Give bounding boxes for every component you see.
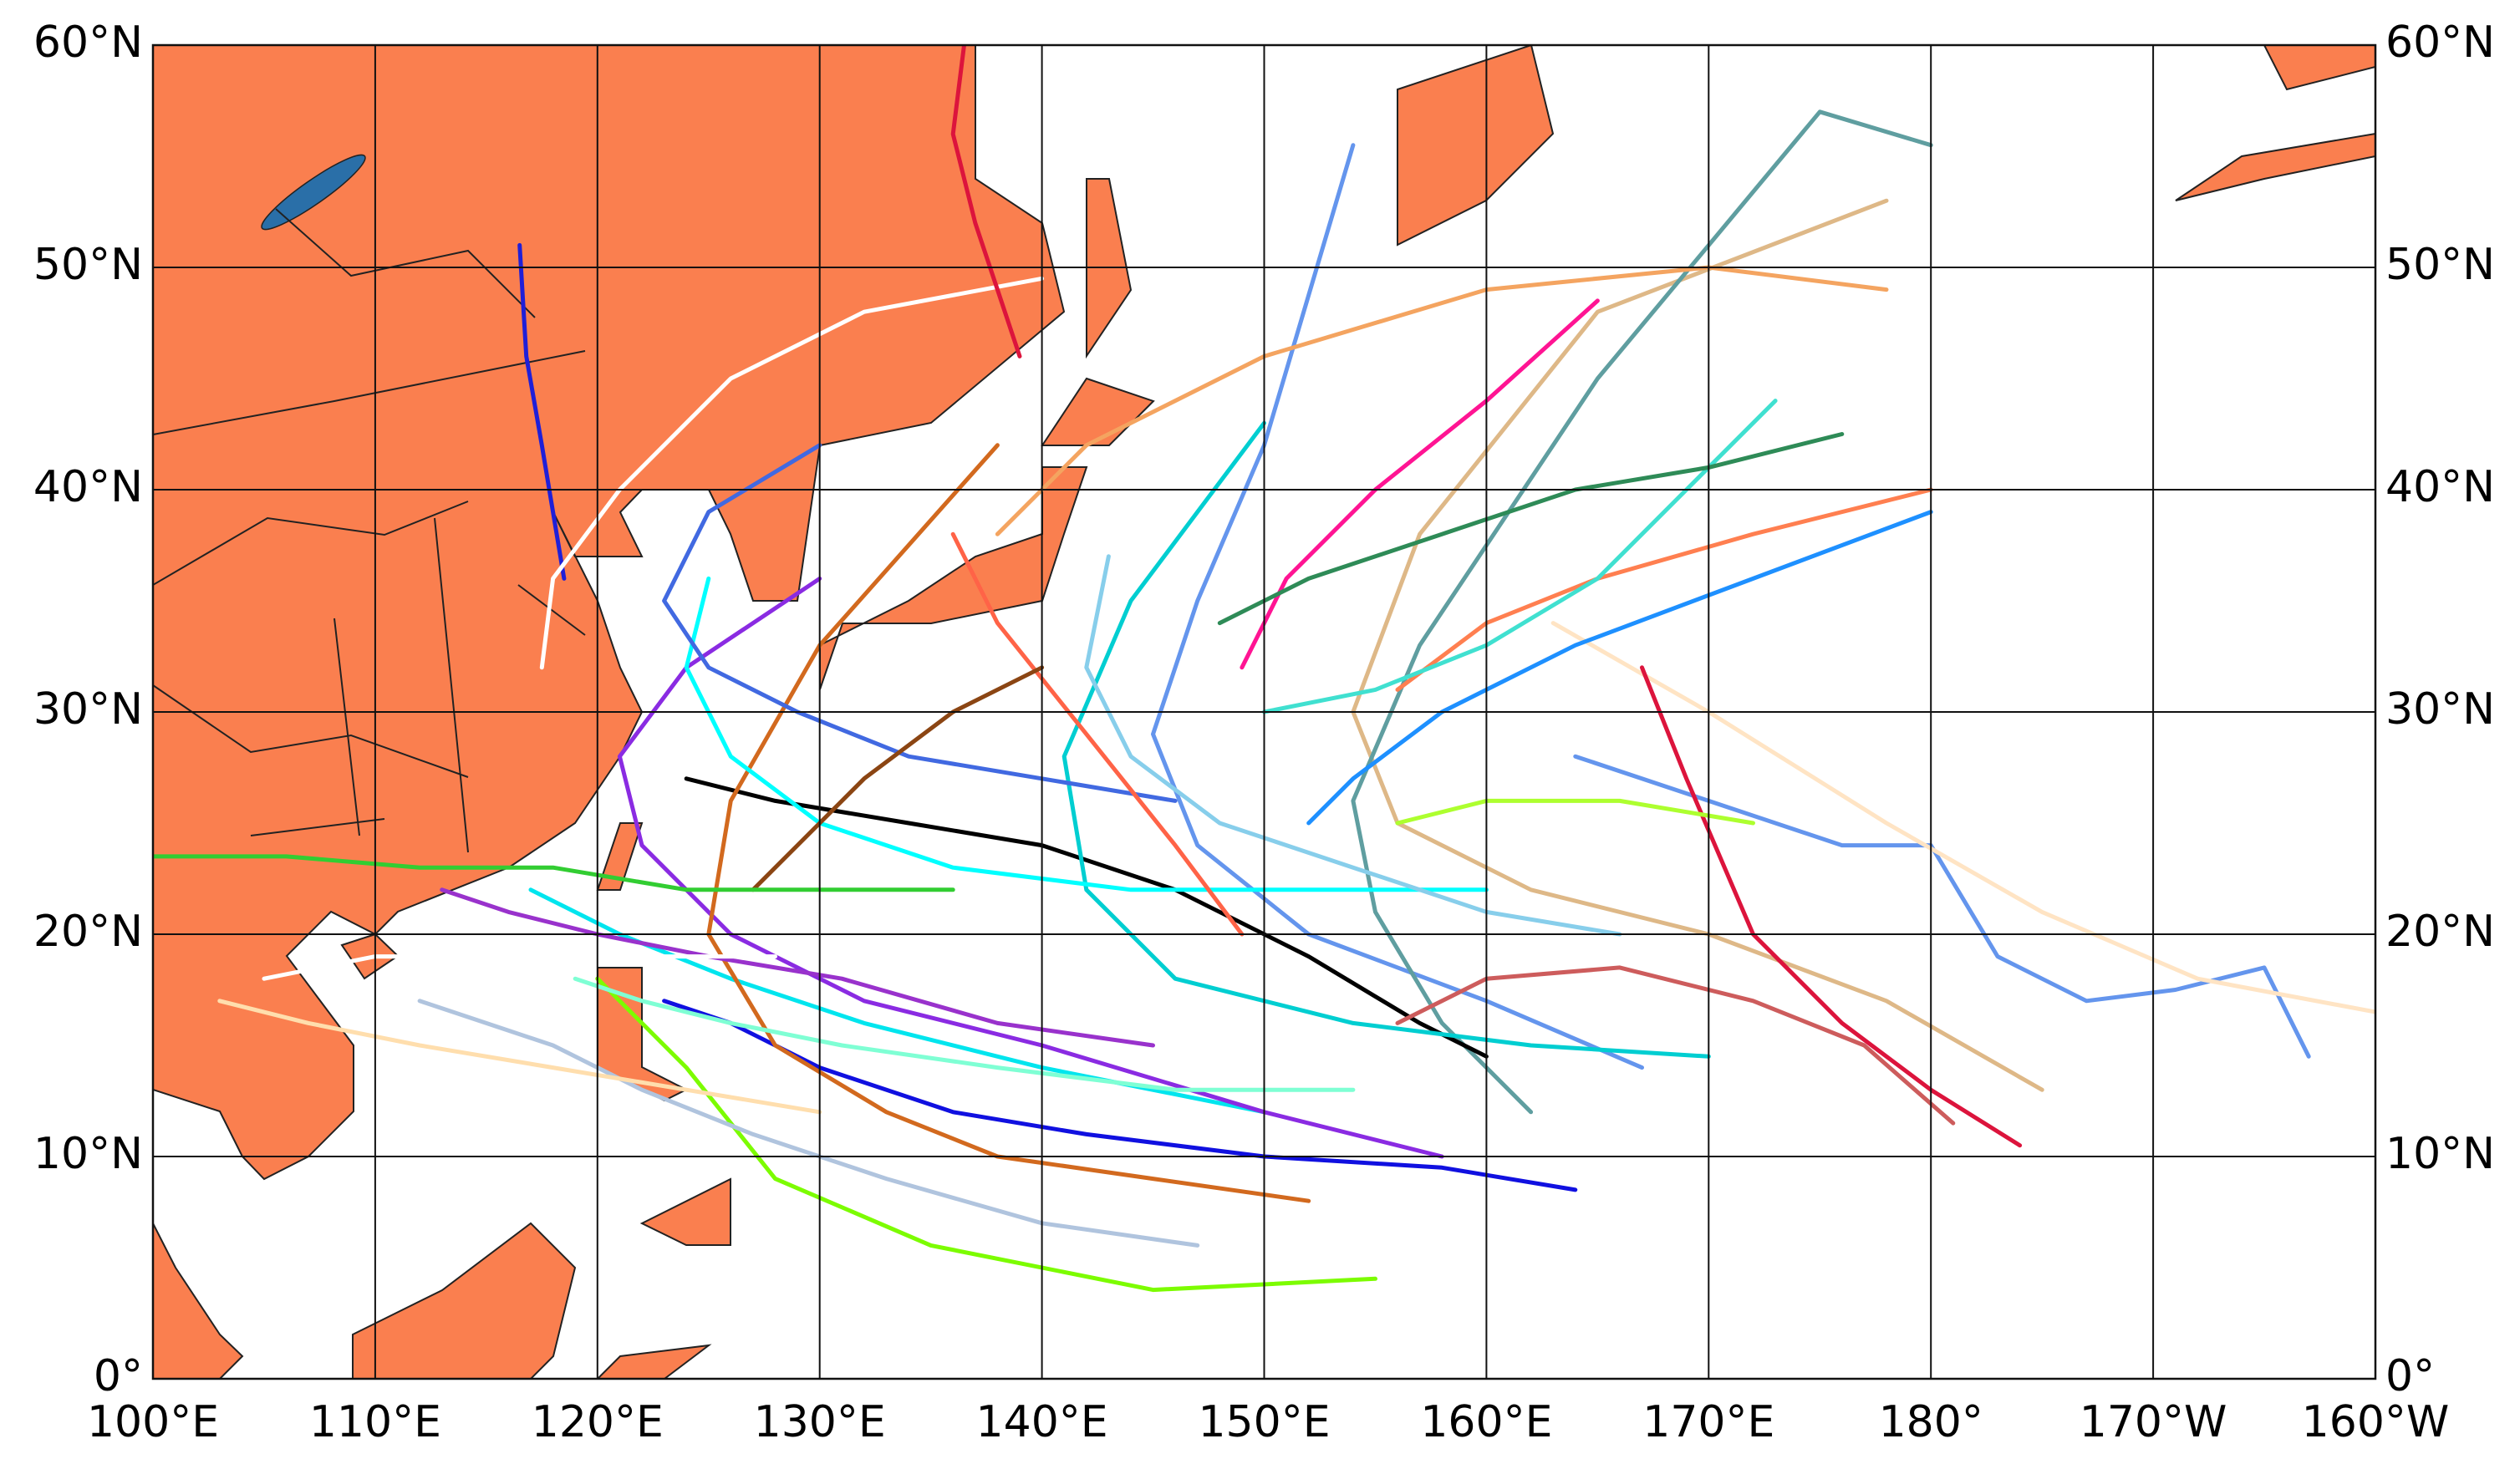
storm-track	[751, 665, 1045, 892]
y-tick-label-right: 30°N	[2385, 684, 2495, 735]
y-tick-label-right: 0°	[2385, 1351, 2435, 1401]
y-tick-label-right: 20°N	[2385, 907, 2495, 957]
storm-track	[417, 999, 1200, 1248]
storm-track	[1573, 754, 2311, 1059]
x-tick-label: 110°E	[309, 1397, 441, 1447]
malay-peninsula	[153, 1223, 244, 1379]
x-tick-label: 150°E	[1198, 1397, 1330, 1447]
borneo	[352, 1222, 577, 1379]
storm-track	[950, 45, 1022, 358]
storm-track	[517, 242, 567, 581]
storm-track	[684, 776, 1489, 1059]
x-tick-label: 160°E	[1420, 1397, 1552, 1447]
y-tick-label: 50°N	[33, 240, 143, 290]
taiwan	[596, 822, 644, 891]
frame	[151, 43, 2377, 1380]
x-tick-label: 170°W	[2080, 1397, 2227, 1447]
storm-track	[662, 443, 1178, 803]
y-tick-label: 60°N	[33, 18, 143, 68]
storm-track	[1640, 665, 2023, 1148]
aleutians	[2175, 132, 2375, 201]
storm-track	[539, 276, 1045, 670]
storm-track	[1550, 621, 2375, 1014]
japan	[819, 466, 1088, 690]
asia-mainland	[153, 45, 1066, 1181]
storm-track	[662, 999, 1578, 1192]
storm-track	[1351, 109, 1933, 1115]
storm-track	[1395, 487, 1933, 692]
x-tick-label: 170°E	[1642, 1397, 1774, 1447]
alaska	[2263, 45, 2375, 91]
x-tick-label: 120°E	[532, 1397, 664, 1447]
axes: 100°E 110°E 120°E 130°E 140°E 150°E 160°E 170°E…	[33, 18, 2495, 1447]
tracks	[153, 45, 2375, 1293]
y-tick-label: 20°N	[33, 907, 143, 957]
y-tick-label: 10°N	[33, 1129, 143, 1179]
storm-track	[1262, 399, 1778, 714]
storm-track	[262, 954, 777, 981]
x-tick-label: 160°W	[2302, 1397, 2450, 1447]
y-tick-label-right: 60°N	[2385, 18, 2495, 68]
y-tick-label-right: 10°N	[2385, 1129, 2495, 1179]
y-tick-label: 30°N	[33, 684, 143, 735]
lake-baikal	[261, 154, 366, 231]
y-tick-label-right: 50°N	[2385, 240, 2495, 290]
storm-track	[950, 531, 1245, 937]
storm-track	[1395, 798, 1755, 826]
admin-borders	[153, 208, 586, 853]
storm-track	[573, 976, 1356, 1092]
storm-track	[595, 976, 1377, 1293]
storm-track	[1306, 510, 1933, 826]
storm-track	[684, 576, 1489, 892]
kamchatka	[1397, 45, 1555, 247]
storm-track	[1395, 965, 1956, 1126]
x-tick-label: 180°	[1879, 1397, 1983, 1447]
x-tick-label: 140°E	[976, 1397, 1108, 1447]
storm-track	[217, 999, 822, 1115]
hokkaido	[1041, 377, 1155, 446]
x-tick-label: 130°E	[754, 1397, 886, 1447]
storm-track	[995, 265, 1889, 536]
x-tick-label: 100°E	[87, 1397, 219, 1447]
y-tick-label: 0°	[94, 1351, 143, 1401]
storm-track	[1151, 143, 1644, 1070]
sulawesi	[596, 1344, 712, 1379]
storm-track	[528, 887, 1266, 1115]
y-tick-label-right: 40°N	[2385, 462, 2495, 512]
y-tick-label: 40°N	[33, 462, 143, 512]
mindanao	[639, 1177, 731, 1246]
storm-track	[1217, 432, 1845, 626]
storm-track	[706, 443, 1311, 1203]
